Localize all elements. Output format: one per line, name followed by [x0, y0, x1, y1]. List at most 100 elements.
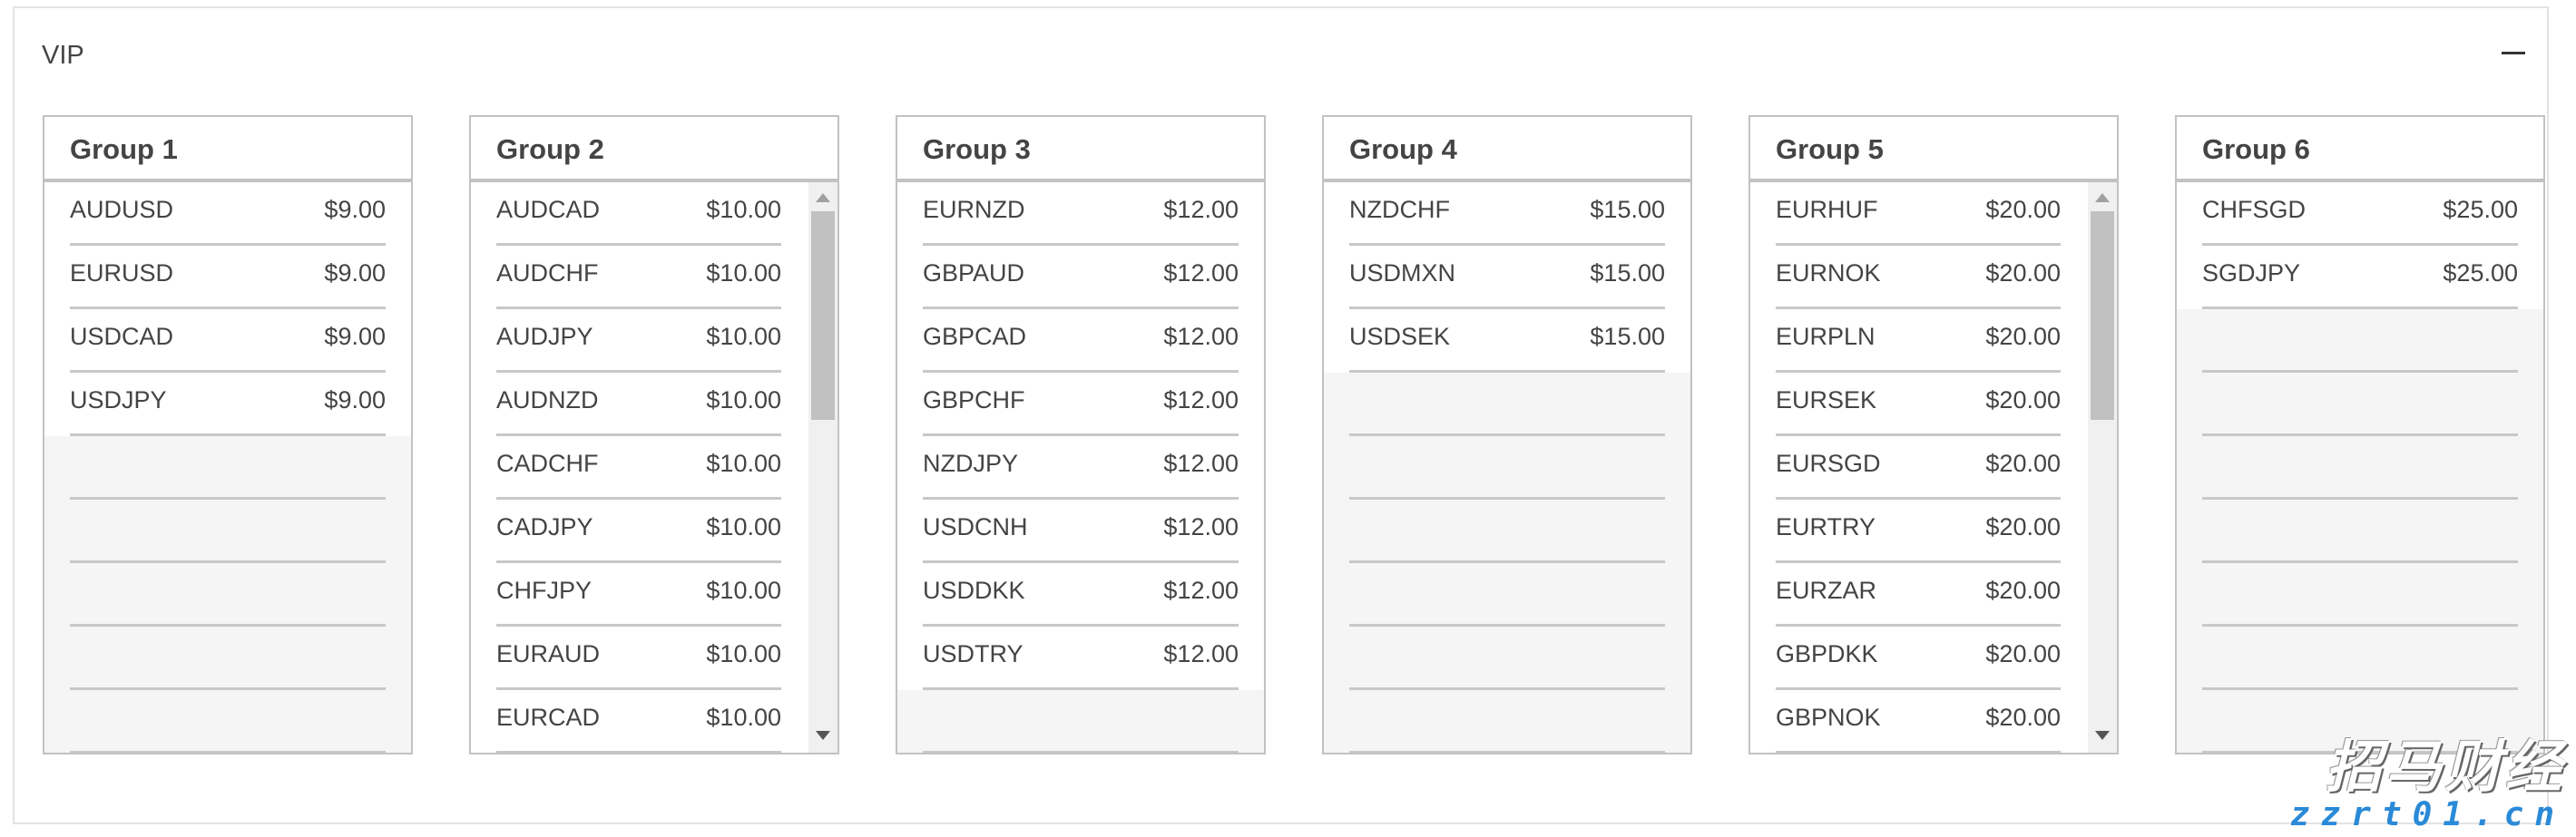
price: $20.00: [1985, 450, 2061, 477]
symbol: GBPNOK: [1776, 704, 1881, 731]
empty-row: [2177, 500, 2543, 563]
symbol: EURCAD: [496, 704, 601, 731]
symbol: CADCHF: [496, 450, 599, 477]
list-item: GBPCAD $12.00: [897, 309, 1264, 373]
list-item: USDMXN $15.00: [1324, 246, 1690, 309]
scroll-down-icon[interactable]: [816, 731, 830, 740]
symbol: NZDJPY: [923, 450, 1019, 477]
list-item: GBPAUD $12.00: [897, 246, 1264, 309]
panel-title: VIP: [42, 41, 84, 70]
group-title: Group 3: [897, 117, 1264, 182]
empty-row: [2177, 373, 2543, 436]
price: $10.00: [706, 259, 781, 287]
price: $10.00: [706, 704, 781, 731]
symbol: CADJPY: [496, 513, 593, 540]
group-3-card: Group 3 EURNZD $12.00 GBPAUD $12.00 GBPCAD $12…: [896, 115, 1266, 754]
list-item: GBPNOK $20.00: [1750, 690, 2117, 753]
group-list: AUDUSD $9.00 EURUSD $9.00 USDCAD $9.00 USDJPY $…: [44, 182, 411, 753]
list-item: AUDNZD $10.00: [471, 373, 837, 436]
empty-row: [2177, 627, 2543, 690]
scroll-up-icon[interactable]: [816, 193, 830, 202]
list-item: EURSEK $20.00: [1750, 373, 2117, 436]
empty-row: [44, 436, 411, 500]
group-list: NZDCHF $15.00 USDMXN $15.00 USDSEK $15.00: [1324, 182, 1690, 753]
symbol: EURUSD: [70, 259, 174, 287]
group-1-card: Group 1 AUDUSD $9.00 EURUSD $9.00 USDCAD $9.00…: [43, 115, 413, 754]
list-item: EURPLN $20.00: [1750, 309, 2117, 373]
price: $20.00: [1985, 640, 2061, 667]
price: $20.00: [1985, 259, 2061, 287]
symbol: EURSGD: [1776, 450, 1881, 477]
list-item: EURSGD $20.00: [1750, 436, 2117, 500]
list-item: EURHUF $20.00: [1750, 182, 2117, 246]
symbol: EURNZD: [923, 196, 1025, 223]
scroll-up-icon[interactable]: [2095, 193, 2110, 202]
vip-panel: VIP: [13, 6, 2549, 824]
symbol: CHFSGD: [2202, 196, 2306, 223]
price: $12.00: [1163, 196, 1239, 223]
group-list[interactable]: EURHUF $20.00 EURNOK $20.00 EURPLN $20.00 EURS…: [1750, 182, 2117, 753]
symbol: EURZAR: [1776, 577, 1877, 604]
empty-row: [1324, 500, 1690, 563]
list-item: USDJPY $9.00: [44, 373, 411, 436]
scrollbar-thumb[interactable]: [2091, 211, 2114, 420]
price: $12.00: [1163, 323, 1239, 350]
list-item: EURAUD $10.00: [471, 627, 837, 690]
group-list: EURNZD $12.00 GBPAUD $12.00 GBPCAD $12.00 GBPC…: [897, 182, 1264, 753]
price: $20.00: [1985, 323, 2061, 350]
list-item: USDCNH $12.00: [897, 500, 1264, 563]
symbol: EURSEK: [1776, 386, 1877, 414]
symbol: USDTRY: [923, 640, 1024, 667]
scrollbar-thumb[interactable]: [811, 211, 835, 420]
list-item: AUDCAD $10.00: [471, 182, 837, 246]
list-item: NZDJPY $12.00: [897, 436, 1264, 500]
empty-row: [44, 627, 411, 690]
price: $25.00: [2443, 196, 2518, 223]
symbol: EURTRY: [1776, 513, 1876, 540]
symbol: CHFJPY: [496, 577, 593, 604]
price: $15.00: [1590, 196, 1665, 223]
list-item: EURNOK $20.00: [1750, 246, 2117, 309]
list-item: AUDUSD $9.00: [44, 182, 411, 246]
scrollbar[interactable]: [2088, 182, 2117, 753]
empty-row: [1324, 436, 1690, 500]
price: $10.00: [706, 323, 781, 350]
list-item: GBPDKK $20.00: [1750, 627, 2117, 690]
symbol: USDJPY: [70, 386, 167, 414]
symbol: USDDKK: [923, 577, 1025, 604]
watermark-url: zzrt01.cn: [2289, 796, 2565, 833]
empty-row: [1324, 563, 1690, 627]
minus-icon[interactable]: [2500, 39, 2527, 66]
price: $20.00: [1985, 196, 2061, 223]
watermark-text: 招马财经: [2325, 736, 2565, 799]
empty-row: [44, 500, 411, 563]
list-item: CHFJPY $10.00: [471, 563, 837, 627]
list-item: USDTRY $12.00: [897, 627, 1264, 690]
price: $12.00: [1163, 640, 1239, 667]
group-6-card: Group 6 CHFSGD $25.00 SGDJPY $25.00: [2175, 115, 2545, 754]
symbol: EURNOK: [1776, 259, 1881, 287]
symbol: GBPAUD: [923, 259, 1025, 287]
list-item: EURZAR $20.00: [1750, 563, 2117, 627]
empty-row: [1324, 690, 1690, 753]
list-item: CHFSGD $25.00: [2177, 182, 2543, 246]
empty-row: [2177, 563, 2543, 627]
symbol: AUDCAD: [496, 196, 601, 223]
symbol: AUDUSD: [70, 196, 174, 223]
empty-row: [44, 563, 411, 627]
group-title: Group 2: [471, 117, 837, 182]
price: $20.00: [1985, 386, 2061, 414]
symbol: USDMXN: [1349, 259, 1456, 287]
list-item: NZDCHF $15.00: [1324, 182, 1690, 246]
list-item: USDSEK $15.00: [1324, 309, 1690, 373]
list-item: USDCAD $9.00: [44, 309, 411, 373]
price: $20.00: [1985, 513, 2061, 540]
price: $20.00: [1985, 704, 2061, 731]
scrollbar[interactable]: [808, 182, 837, 753]
list-item: GBPCHF $12.00: [897, 373, 1264, 436]
group-list[interactable]: AUDCAD $10.00 AUDCHF $10.00 AUDJPY $10.00 AUDN…: [471, 182, 837, 753]
list-item: AUDJPY $10.00: [471, 309, 837, 373]
scroll-down-icon[interactable]: [2095, 731, 2110, 740]
list-item: EURCAD $10.00: [471, 690, 837, 753]
list-item: CADCHF $10.00: [471, 436, 837, 500]
